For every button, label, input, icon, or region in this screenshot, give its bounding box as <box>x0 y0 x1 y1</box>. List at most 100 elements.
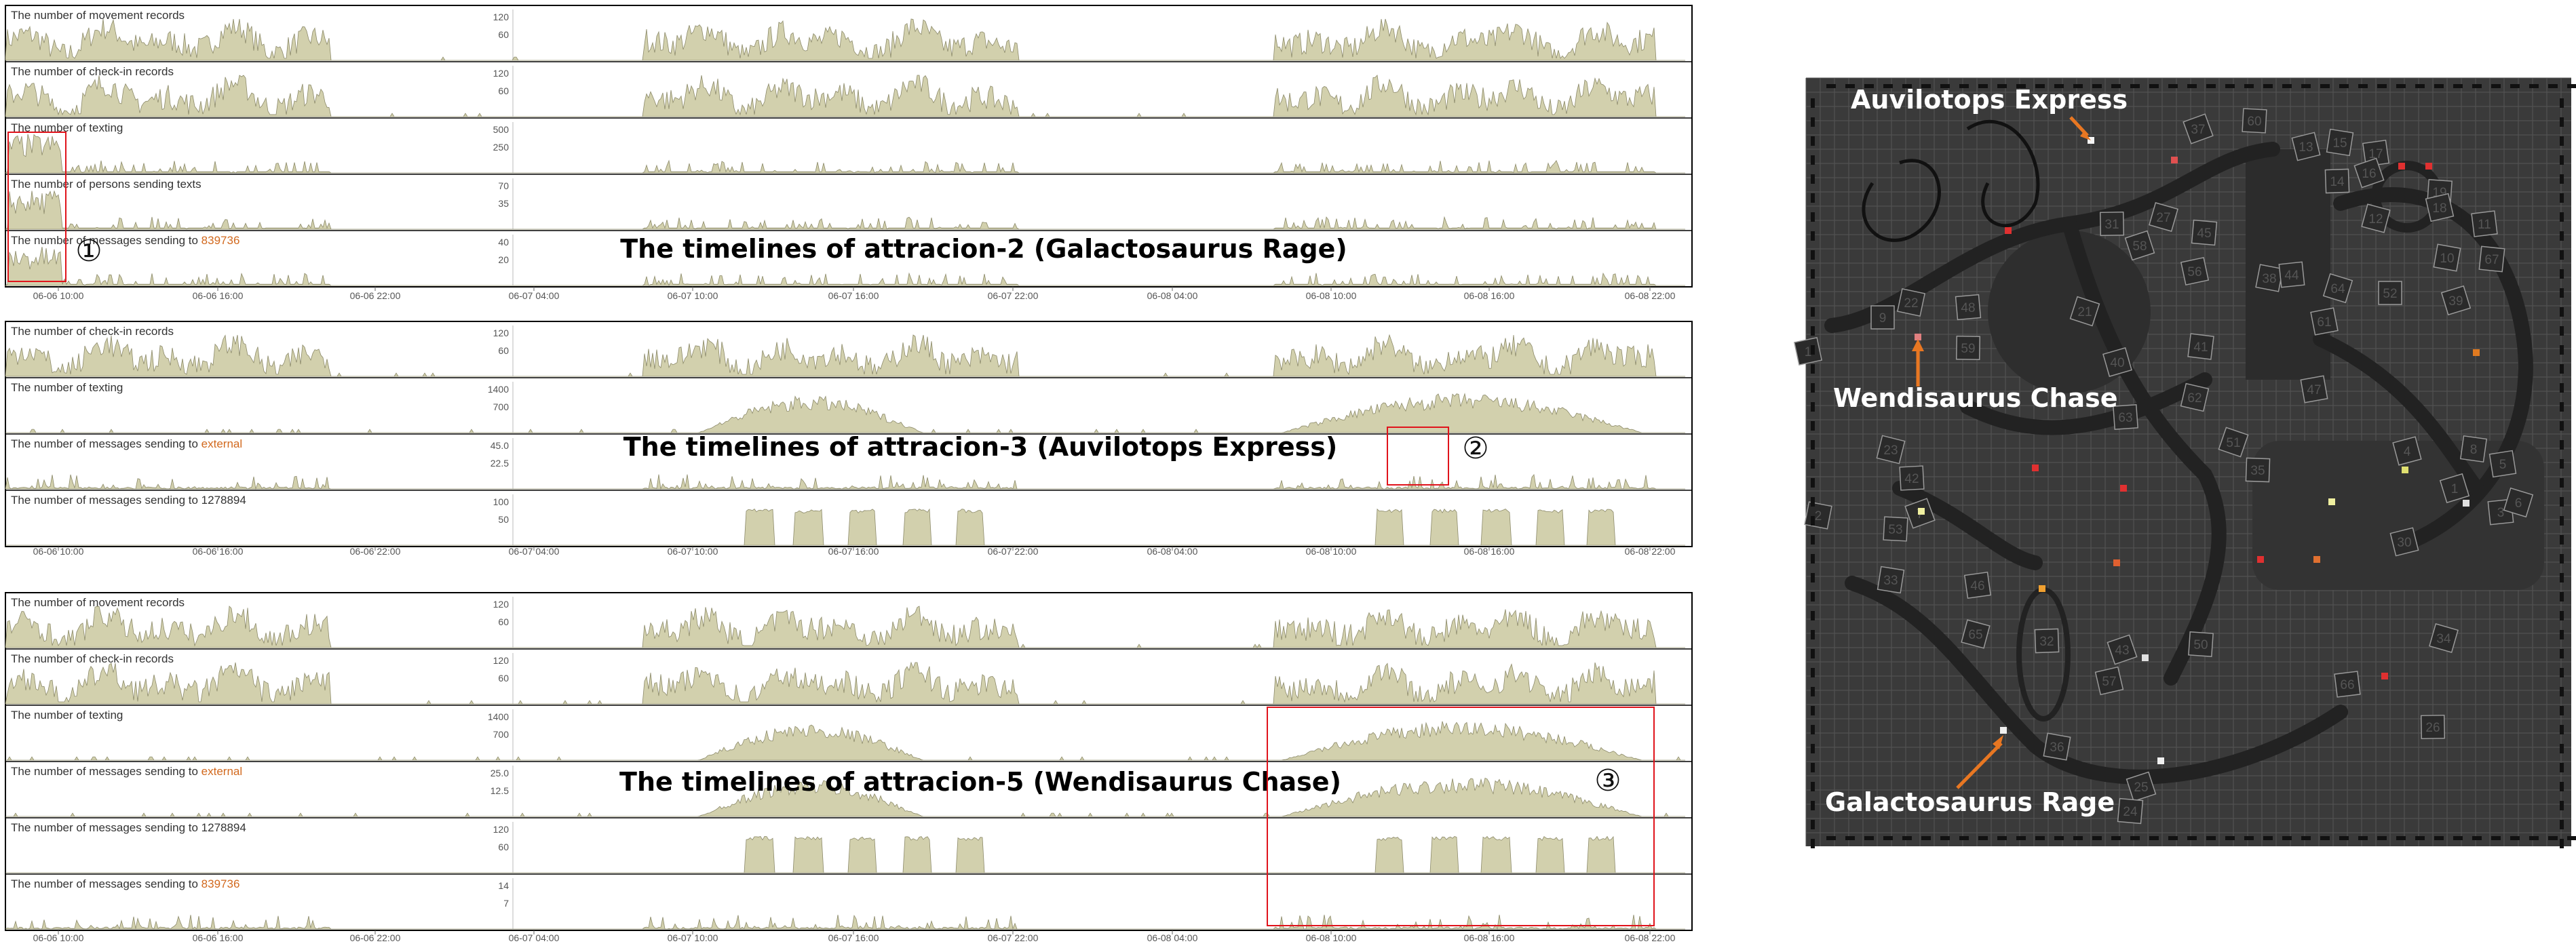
attraction-marker <box>2005 227 2012 234</box>
x-tick-label: 06-07 22:00 <box>988 290 1039 301</box>
building-number: 34 <box>2436 632 2451 646</box>
map-building: 13 <box>2291 132 2321 161</box>
y-tick-label: 25.0 <box>491 768 509 778</box>
building-number: 60 <box>2247 115 2261 129</box>
panel-title: The timelines of attracion-3 (Auvilotops… <box>623 432 1338 462</box>
area-series <box>5 473 1685 490</box>
building-shape <box>2245 457 2271 483</box>
attraction-marker <box>2473 349 2480 356</box>
x-tick-label: 06-08 10:00 <box>1306 290 1357 301</box>
ride-track <box>1862 159 1941 242</box>
x-axis: 06-06 10:00 06-06 16:00 06-06 22:00 06-07 0… <box>5 930 1692 943</box>
building-number: 1 <box>1805 345 1812 359</box>
map-building: 21 <box>2069 296 2100 327</box>
annotation-marker: ① <box>75 234 102 269</box>
building-shape <box>2392 436 2422 466</box>
x-tick-label: 06-07 04:00 <box>509 290 560 301</box>
row-label: The number of messages sending to 127889… <box>11 494 246 507</box>
building-number: 41 <box>2193 340 2208 355</box>
building-shape <box>2218 427 2249 458</box>
building-number: 25 <box>2134 781 2148 795</box>
building-shape <box>2503 487 2534 518</box>
area-series <box>5 777 1685 817</box>
map-building: 66 <box>2334 671 2361 698</box>
x-tick-label: 06-06 22:00 <box>350 546 401 557</box>
x-tick-label: 06-07 04:00 <box>509 932 560 943</box>
x-tick-label: 06-06 22:00 <box>350 290 401 301</box>
building-shape <box>1899 465 1925 491</box>
building-number: 65 <box>1968 628 1982 642</box>
map-building: 42 <box>1899 465 1925 491</box>
x-tick-label: 06-08 04:00 <box>1147 290 1198 301</box>
y-tick-label: 35 <box>498 198 509 209</box>
building-shape <box>2488 450 2517 478</box>
row-label: The number of check-in records <box>11 65 174 78</box>
x-tick-label: 06-07 04:00 <box>509 546 560 557</box>
arrowhead <box>2080 131 2091 140</box>
x-tick-label: 06-08 16:00 <box>1464 546 1515 557</box>
building-number: 62 <box>2187 391 2202 406</box>
row-label: The number of messages sending to 127889… <box>11 821 246 834</box>
map-building: 61 <box>2310 307 2339 336</box>
area-series <box>5 393 1685 433</box>
map-building: 58 <box>2124 230 2155 261</box>
x-tick-label: 06-08 22:00 <box>1625 546 1676 557</box>
y-tick-label: 60 <box>498 842 509 852</box>
map-building: 52 <box>2378 281 2402 305</box>
map-building: 9 <box>1870 305 1895 330</box>
building-number: 52 <box>2383 287 2397 301</box>
map-building: 60 <box>2242 108 2267 134</box>
x-tick-label: 06-06 16:00 <box>193 932 244 943</box>
attraction-marker <box>2113 559 2120 566</box>
y-tick-label: 7 <box>503 898 509 909</box>
y-tick-label: 60 <box>498 673 509 684</box>
map-building: 10 <box>2433 243 2461 272</box>
x-tick-label: 06-07 16:00 <box>828 932 879 943</box>
building-number: 8 <box>2470 443 2478 457</box>
building-shape <box>1955 335 1981 361</box>
building-number: 22 <box>1904 296 1918 311</box>
building-number: 45 <box>2197 226 2211 241</box>
map-building: 8 <box>2459 435 2488 463</box>
area-series <box>4 246 1685 287</box>
y-tick-label: 120 <box>493 824 510 835</box>
building-shape <box>2425 193 2455 222</box>
map-building: 27 <box>2149 202 2178 232</box>
map-building: 50 <box>2188 631 2214 657</box>
area-series <box>5 508 1685 546</box>
map-building: 39 <box>2440 285 2472 316</box>
map-building: 59 <box>1955 335 1981 361</box>
annotation-marker: ③ <box>1594 764 1621 798</box>
x-axis: 06-06 10:00 06-06 16:00 06-06 22:00 06-07 0… <box>5 286 1692 301</box>
building-number: 36 <box>2050 740 2064 755</box>
building-shape <box>2439 473 2470 504</box>
y-tick-label: 22.5 <box>491 458 509 469</box>
y-tick-label: 12.5 <box>491 785 509 796</box>
building-number: 3 <box>2497 506 2505 520</box>
area-series <box>5 18 1685 61</box>
attraction-marker <box>2171 157 2178 163</box>
arrowhead <box>1912 339 1924 351</box>
building-number: 15 <box>2332 136 2347 151</box>
attraction-marker <box>2381 673 2388 679</box>
building-number: 31 <box>2104 218 2119 232</box>
building-number: 66 <box>2340 678 2354 692</box>
map-building: 62 <box>2180 382 2210 412</box>
attraction-marker <box>2425 163 2432 170</box>
timeline-row: The number of messages sending to 839736… <box>4 230 1692 287</box>
timeline-row: The number of texting 500 250 <box>4 117 1692 174</box>
map-building: 24 <box>2117 797 2144 825</box>
map-building: 14 <box>2324 168 2350 194</box>
map-building: 16 <box>2353 157 2385 189</box>
building-shape <box>2188 631 2214 657</box>
map-building: 65 <box>1961 619 1991 649</box>
building-shape <box>2353 157 2385 189</box>
row-label: The number of messages sending to 839736 <box>11 877 239 890</box>
timeline-row: The number of messages sending to extern… <box>5 761 1692 817</box>
building-shape <box>2420 714 2446 740</box>
y-tick-label: 700 <box>493 729 510 740</box>
x-tick-label: 06-07 16:00 <box>828 290 879 301</box>
